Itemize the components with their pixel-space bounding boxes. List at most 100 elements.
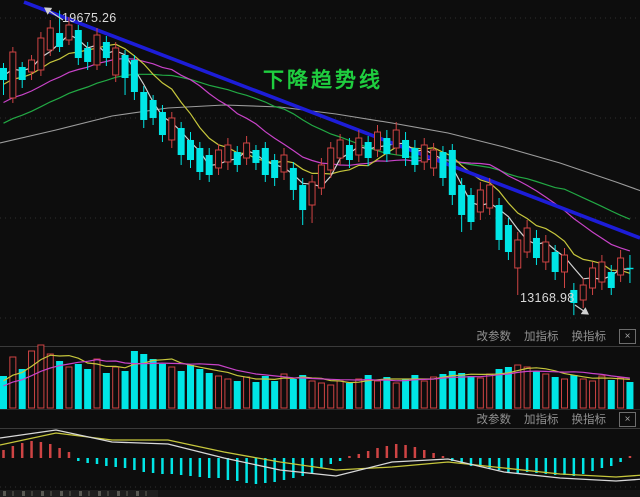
volume-bar bbox=[514, 364, 522, 409]
volume-bar bbox=[523, 366, 531, 409]
clipped-text-glyphs bbox=[3, 491, 155, 496]
candle bbox=[158, 105, 166, 142]
high-price-label: 19675.26 bbox=[62, 11, 117, 25]
volume-bar bbox=[196, 369, 204, 409]
volume-bar bbox=[74, 364, 82, 409]
candle bbox=[93, 27, 101, 70]
volume-bar bbox=[598, 375, 606, 409]
candle bbox=[317, 158, 325, 195]
close-icon[interactable]: × bbox=[619, 329, 636, 344]
candle bbox=[130, 55, 138, 100]
candle bbox=[486, 177, 494, 215]
volume-bar bbox=[102, 373, 110, 409]
volume-panel-toolbar: 改参数 加指标 换指标 × bbox=[476, 329, 636, 344]
volume-bar bbox=[551, 377, 559, 409]
switch-indicator-button[interactable]: 换指标 bbox=[571, 330, 607, 343]
candle bbox=[243, 136, 251, 165]
candle bbox=[504, 217, 512, 261]
volume-bar bbox=[486, 373, 494, 409]
volume-bar bbox=[187, 365, 194, 409]
candle bbox=[215, 144, 223, 175]
candlestick-layer bbox=[0, 0, 640, 316]
volume-bar bbox=[383, 377, 391, 409]
candle bbox=[112, 41, 120, 83]
change-params-button[interactable]: 改参数 bbox=[476, 413, 512, 426]
candle bbox=[224, 138, 232, 170]
candle bbox=[495, 197, 503, 250]
candle bbox=[336, 133, 344, 165]
candle bbox=[261, 141, 269, 182]
candle bbox=[439, 146, 447, 187]
volume-bar bbox=[364, 375, 372, 409]
volume-bar bbox=[130, 351, 138, 409]
volume-bar bbox=[467, 376, 475, 409]
candle bbox=[607, 264, 615, 295]
volume-bar bbox=[0, 376, 7, 409]
volume-bar bbox=[402, 379, 410, 409]
candle bbox=[570, 283, 578, 316]
volume-bar bbox=[93, 358, 101, 409]
candle bbox=[514, 231, 522, 295]
volume-bar bbox=[308, 380, 316, 409]
switch-indicator-button[interactable]: 换指标 bbox=[571, 413, 607, 426]
candle bbox=[448, 144, 456, 206]
candle bbox=[364, 136, 372, 167]
volume-bar bbox=[476, 377, 484, 409]
volume-bar bbox=[336, 380, 344, 409]
volume-bar bbox=[504, 367, 512, 409]
volume-bar bbox=[392, 382, 400, 409]
candle bbox=[598, 255, 606, 290]
volume-bar bbox=[327, 384, 335, 409]
volume-bar bbox=[561, 378, 568, 409]
candle bbox=[430, 142, 438, 176]
annotation-arrows bbox=[44, 7, 589, 315]
volume-bar bbox=[56, 361, 64, 409]
volume-bar bbox=[626, 382, 634, 409]
change-params-button[interactable]: 改参数 bbox=[476, 330, 512, 343]
volume-bar bbox=[158, 364, 166, 409]
candle bbox=[177, 122, 185, 165]
trendline-label: 下降趋势线 bbox=[263, 69, 383, 92]
candle bbox=[18, 61, 26, 89]
volume-bar bbox=[252, 382, 260, 409]
close-icon[interactable]: × bbox=[619, 412, 636, 427]
candle bbox=[392, 122, 400, 156]
volume-bar bbox=[317, 382, 325, 409]
volume-bar bbox=[261, 376, 269, 409]
volume-bar bbox=[28, 350, 36, 409]
add-indicator-button[interactable]: 加指标 bbox=[524, 330, 559, 343]
candle bbox=[458, 177, 466, 232]
candle bbox=[196, 141, 204, 181]
candle bbox=[289, 161, 297, 200]
volume-bar bbox=[224, 378, 232, 409]
volume-bar bbox=[18, 369, 26, 409]
add-indicator-button[interactable]: 加指标 bbox=[524, 413, 559, 426]
candle bbox=[327, 141, 335, 178]
candle bbox=[102, 36, 110, 67]
candle bbox=[542, 235, 550, 270]
volume-bar bbox=[46, 353, 54, 409]
candle bbox=[252, 144, 260, 170]
candle bbox=[168, 111, 176, 148]
volume-bar bbox=[243, 376, 251, 409]
candle bbox=[9, 47, 17, 103]
volume-bar bbox=[617, 377, 625, 409]
volume-bar bbox=[411, 375, 419, 409]
candle bbox=[46, 19, 54, 56]
candle bbox=[589, 261, 597, 295]
volume-bar bbox=[177, 371, 185, 409]
volume-bar bbox=[65, 366, 73, 409]
volume-bar bbox=[112, 366, 120, 409]
candle bbox=[140, 86, 148, 128]
candle bbox=[308, 175, 316, 223]
candle bbox=[121, 50, 129, 95]
volume-bar bbox=[570, 375, 578, 409]
volume-bar bbox=[495, 369, 503, 409]
candle bbox=[233, 146, 241, 173]
candle bbox=[551, 244, 559, 281]
volume-bars-layer bbox=[0, 344, 634, 409]
candle bbox=[626, 255, 634, 284]
candle bbox=[617, 250, 625, 283]
volume-bar bbox=[589, 380, 597, 409]
candle bbox=[0, 63, 7, 95]
